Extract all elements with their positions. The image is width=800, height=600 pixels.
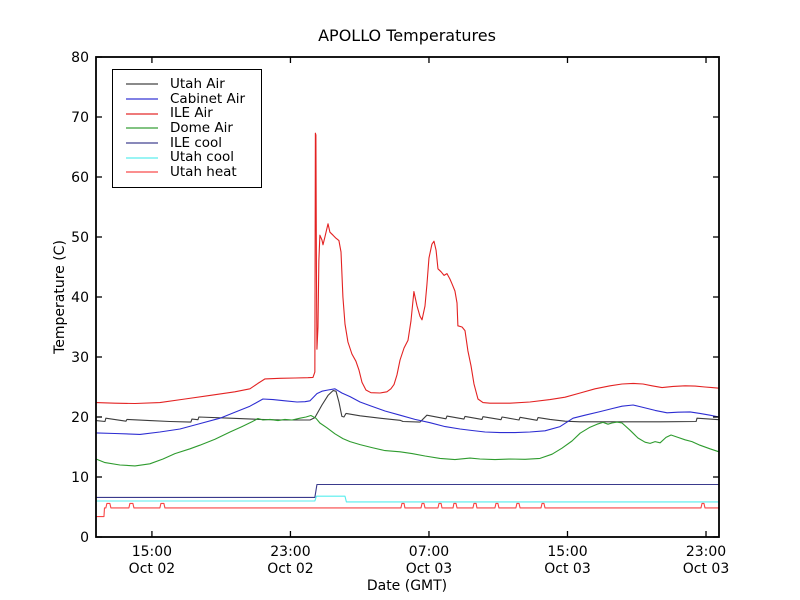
legend-line-swatch-cabinet-air — [126, 98, 158, 101]
series-line-ile-cool — [96, 483, 719, 498]
y-tick-label: 20 — [71, 410, 89, 426]
legend-label-cabinet-air: Cabinet Air — [170, 90, 246, 107]
series-line-ile-air — [95, 132, 720, 405]
y-tick-label: 10 — [71, 470, 89, 486]
x-tick-label-time: 15:00 — [132, 544, 172, 560]
x-tick-label-date: Oct 02 — [129, 561, 175, 577]
legend-line-swatch-ile-air — [126, 112, 158, 115]
legend-item-ile-cool: ILE cool — [113, 136, 261, 151]
series-line-utah-cool — [96, 495, 719, 503]
y-tick-label: 0 — [80, 530, 89, 546]
y-tick-label: 80 — [71, 50, 89, 66]
legend-line-swatch-ile-cool — [126, 142, 158, 145]
legend: Utah Air Cabinet Air ILE Air Dome Air ILE co… — [112, 69, 262, 188]
x-tick-label-date: Oct 03 — [406, 561, 452, 577]
x-tick-label-date: Oct 03 — [683, 561, 729, 577]
chart-title: APOLLO Temperatures — [318, 26, 496, 45]
x-tick-label-date: Oct 03 — [544, 561, 590, 577]
series-line-utah-air — [95, 390, 720, 423]
legend-line-swatch-utah-air — [126, 83, 158, 86]
y-axis-label: Temperature (C) — [52, 240, 68, 355]
x-axis-label: Date (GMT) — [367, 578, 447, 594]
y-tick-label: 70 — [71, 110, 89, 126]
x-tick-label-time: 15:00 — [547, 544, 587, 560]
y-tick-label: 40 — [71, 290, 89, 306]
legend-label-utah-cool: Utah cool — [170, 149, 234, 166]
x-tick-label-time: 23:00 — [270, 544, 310, 560]
x-tick-label-date: Oct 02 — [267, 561, 313, 577]
legend-label-ile-air: ILE Air — [170, 105, 213, 122]
series-line-cabinet-air — [95, 388, 720, 435]
series-line-utah-heat — [96, 502, 719, 518]
legend-item-ile-air: ILE Air — [113, 106, 261, 121]
legend-item-utah-heat: Utah heat — [113, 165, 261, 180]
x-tick-label-time: 23:00 — [686, 544, 726, 560]
series-line-dome-air — [95, 414, 720, 467]
y-tick-label: 50 — [71, 230, 89, 246]
legend-line-swatch-utah-heat — [126, 171, 158, 174]
x-tick-label-time: 07:00 — [409, 544, 449, 560]
legend-label-ile-cool: ILE cool — [170, 134, 223, 151]
legend-item-utah-cool: Utah cool — [113, 150, 261, 165]
legend-item-utah-air: Utah Air — [113, 77, 261, 92]
legend-label-utah-air: Utah Air — [170, 76, 225, 92]
legend-line-swatch-utah-cool — [126, 156, 158, 159]
legend-label-utah-heat: Utah heat — [170, 164, 237, 181]
legend-line-swatch-dome-air — [126, 127, 158, 130]
legend-item-dome-air: Dome Air — [113, 121, 261, 136]
y-tick-label: 60 — [71, 170, 89, 186]
legend-label-dome-air: Dome Air — [170, 120, 233, 137]
y-tick-label: 30 — [71, 350, 89, 366]
legend-item-cabinet-air: Cabinet Air — [113, 90, 261, 107]
